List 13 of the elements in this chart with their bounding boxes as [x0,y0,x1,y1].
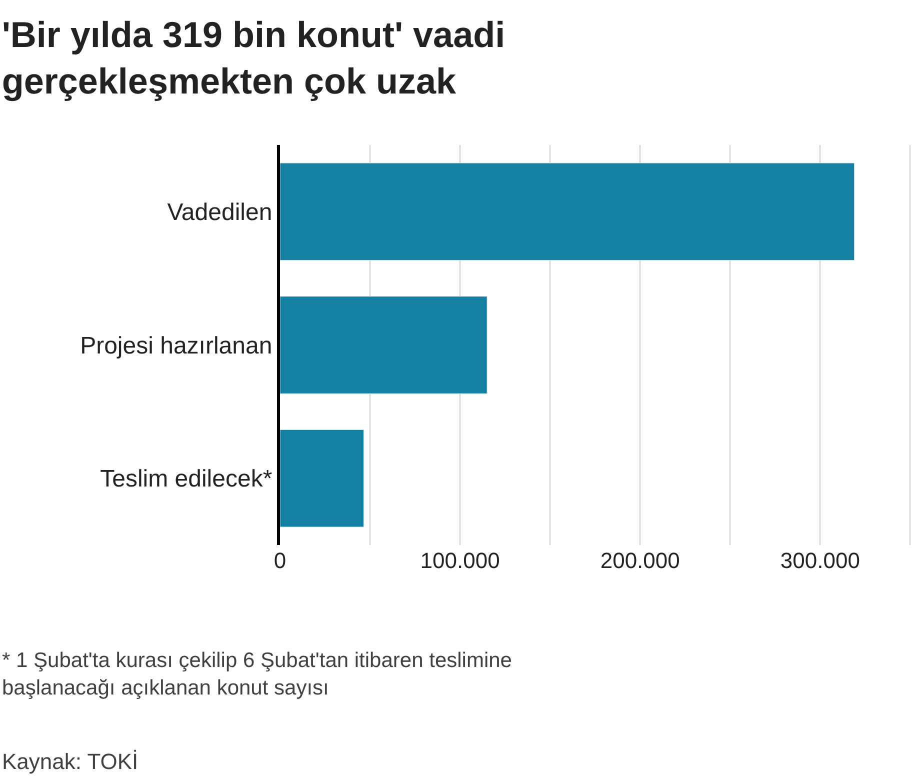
bar [280,429,364,528]
chart-title: 'Bir yılda 319 bin konut' vaadi gerçekleşmekten çok uzak [2,14,506,102]
x-tick-label: 200.000 [600,548,680,573]
text: * 1 Şubat'ta kurası çekilip 6 Şubat'tan itibaren teslimine başlanacağı açıklanan konut sayısı [2,649,512,700]
bar [280,296,488,394]
y-tick-label: Vadedilen [167,199,272,226]
y-tick-label: Teslim edilecek* [100,466,272,493]
bar [280,162,855,261]
text: Kaynak: TOKİ [2,749,138,774]
x-tick-label: 0 [274,548,286,573]
x-tick-label: 100.000 [420,548,500,573]
y-tick-label: Projesi hazırlanan [80,332,272,360]
x-tick-label: 300.000 [780,548,860,573]
